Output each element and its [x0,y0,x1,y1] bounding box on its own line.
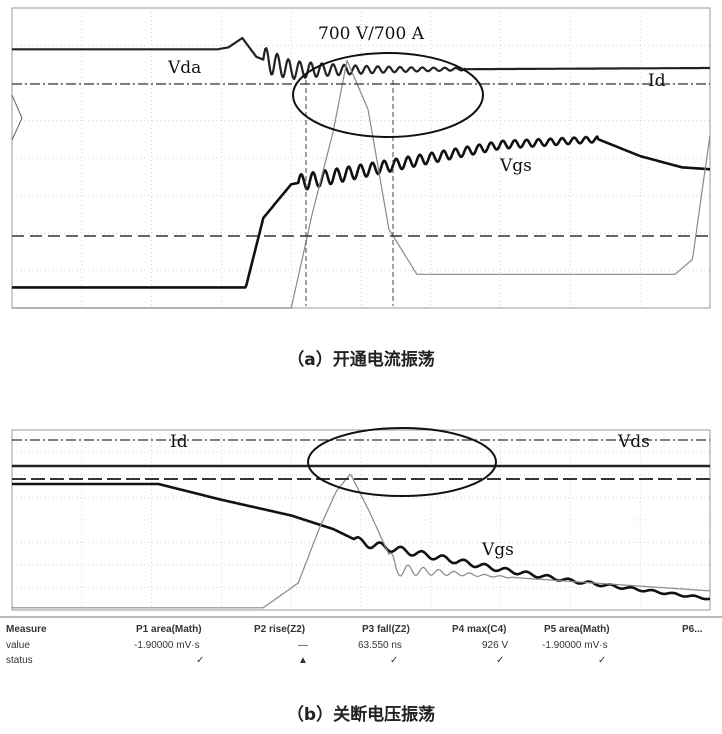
panel-a-label-vda: Vda [168,58,202,78]
panel-a-grid [11,7,711,309]
panel-b-label-id: Id [170,432,188,452]
measure-value-p4: 926 V [482,640,509,651]
panel-b-traces [11,464,711,609]
trace-id [11,135,711,289]
panel-b-grid [11,429,711,611]
trace-vgs [12,59,711,309]
panel-a-label-id: Id [648,71,666,91]
oscillation-ellipse-b [307,427,497,497]
measure-header-label: Measure [6,624,47,635]
measure-header-p1: P1 area(Math) [136,624,202,635]
measure-value-label: value [6,640,30,651]
measure-header-p2: P2 rise(Z2) [254,624,306,635]
measure-status-p5: ✓ [598,655,607,666]
measure-value-p3: 63.550 ns [358,640,402,651]
measure-status-p3: ✓ [390,655,399,666]
measure-value-p1: -1.90000 mV·s [134,640,200,651]
panel-b-caption: （b）关断电压振荡 [286,705,436,725]
trace-vgs [12,473,711,609]
panel-b-label-vgs: Vgs [482,540,514,560]
measure-header-p4: P4 max(C4) [452,624,507,635]
trace-id [11,482,711,601]
measure-value-p2: — [298,640,308,651]
panel-a-traces [11,36,711,309]
panel-b-label-vds: Vds [618,432,650,452]
measure-header-p6: P6... [682,624,703,635]
oscillation-ellipse-a [292,52,484,138]
panel-a-caption: （a）开通电流振荡 [287,350,435,370]
panel-a-label-vgs: Vgs [500,156,532,176]
measure-status-p4: ✓ [496,655,505,666]
measure-status-label: status [6,655,33,666]
measure-value-p5: -1.90000 mV·s [542,640,608,651]
annotations [0,52,722,618]
panel-a-title: 700 V/700 A [318,24,424,44]
measure-header-p3: P3 fall(Z2) [362,624,410,635]
measure-status-p1: ✓ [196,655,205,666]
measure-header-p5: P5 area(Math) [544,624,610,635]
measure-status-p2: ▲ [298,655,308,666]
left-edge-marker-a [11,94,23,141]
trace-vda [11,36,711,80]
